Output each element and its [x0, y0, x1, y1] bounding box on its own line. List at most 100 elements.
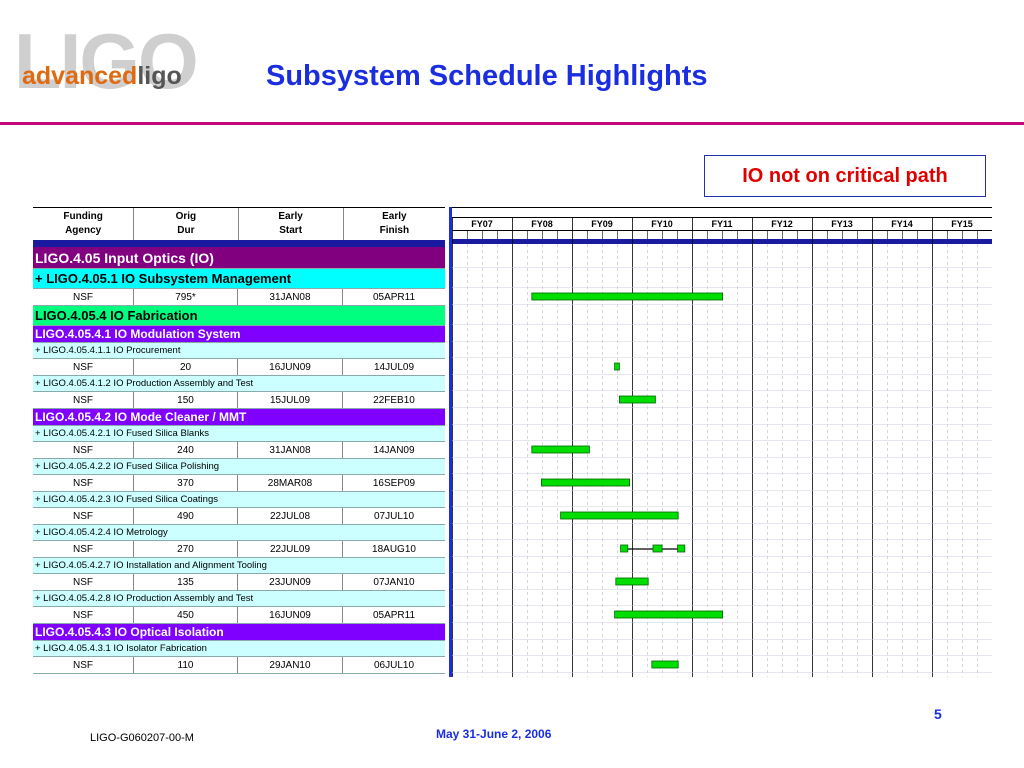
fiscal-year-label: FY15: [951, 219, 973, 229]
header-orig-dur: Orig Dur: [134, 208, 239, 240]
table-row: NSF 240 31JAN08 14JAN09: [33, 442, 445, 459]
funding-agency-cell: NSF: [33, 657, 134, 673]
table-row: NSF 135 23JUN09 07JAN10: [33, 574, 445, 591]
activity-row: + LIGO.4.05.4.2.4 IO Metrology: [33, 525, 445, 541]
wbs-section-row: LIGO.4.05.4.1 IO Modulation System: [33, 326, 445, 343]
table-row: NSF 150 15JUL09 22FEB10: [33, 392, 445, 409]
task-bar: [620, 544, 629, 553]
early-start-cell: 16JUN09: [238, 607, 343, 623]
wbs-section-row: LIGO.4.05.4 IO Fabrication: [33, 306, 445, 326]
activity-row: + LIGO.4.05.4.2.7 IO Installation and Al…: [33, 558, 445, 574]
task-bar: [618, 395, 656, 404]
table-row: NSF 370 28MAR08 16SEP09: [33, 475, 445, 492]
task-bar: [531, 445, 590, 454]
early-finish-cell: 05APR11: [372, 291, 416, 303]
task-bar: [651, 660, 679, 669]
header-start-label: Start: [279, 225, 303, 236]
early-finish-cell: 18AUG10: [372, 543, 416, 555]
gantt-header-stripe: [452, 239, 992, 244]
orig-dur-cell: 270: [134, 541, 238, 557]
orig-dur-cell: 370: [134, 475, 238, 491]
header-funding-label: Funding: [63, 211, 103, 222]
orig-dur-cell: 450: [134, 607, 238, 623]
early-finish-cell: 06JUL10: [373, 659, 415, 671]
early-finish-cell: 07JAN10: [373, 576, 415, 588]
slide-title: Subsystem Schedule Highlights: [266, 60, 708, 92]
fiscal-year-label: FY11: [711, 219, 732, 229]
activity-row: + LIGO.4.05.4.2.2 IO Fused Silica Polish…: [33, 459, 445, 475]
early-start-cell: 22JUL09: [238, 541, 343, 557]
orig-dur-cell: 135: [134, 574, 238, 590]
header-divider: [0, 122, 1024, 125]
ligo-logo-background: LIGO: [14, 17, 199, 105]
funding-agency-cell: NSF: [33, 359, 134, 375]
early-start-cell: 31JAN08: [238, 442, 343, 458]
funding-agency-cell: NSF: [33, 392, 134, 408]
meeting-date: May 31-June 2, 2006: [436, 727, 552, 741]
header-dur-label: Dur: [177, 225, 195, 236]
early-finish-cell: 16SEP09: [372, 477, 416, 489]
funding-agency-cell: NSF: [33, 574, 134, 590]
gantt-chart: FY07 FY08 FY09 FY10 FY11 FY12 FY13 FY14 FY15: [449, 207, 992, 677]
early-finish-cell: 07JUL10: [373, 510, 415, 522]
table-row: NSF 450 16JUN09 05APR11: [33, 607, 445, 624]
wbs-section-row: LIGO.4.05 Input Optics (IO): [33, 247, 445, 269]
wbs-section-row: LIGO.4.05.4.3 IO Optical Isolation: [33, 624, 445, 641]
orig-dur-cell: 110: [134, 657, 238, 673]
orig-dur-cell: 795*: [134, 289, 238, 305]
critical-path-callout: IO not on critical path: [704, 155, 986, 197]
header-orig-label: Orig: [175, 211, 197, 222]
funding-agency-cell: NSF: [33, 442, 134, 458]
early-start-cell: 31JAN08: [238, 289, 343, 305]
early-finish-cell: 05APR11: [372, 609, 416, 621]
table-header-row: Funding Agency Orig Dur Early Start Early Fi…: [33, 207, 445, 242]
gantt-svg: FY07 FY08 FY09 FY10 FY11 FY12 FY13 FY14 FY15: [452, 207, 992, 677]
logo-advanced-text: advanced: [22, 62, 138, 90]
task-bar: [614, 362, 620, 371]
table-row: NSF 20 16JUN09 14JUL09: [33, 359, 445, 376]
page-number: 5: [934, 706, 942, 722]
table-row: NSF 110 29JAN10 06JUL10: [33, 657, 445, 674]
fiscal-year-label: FY14: [891, 219, 913, 229]
schedule-table: Funding Agency Orig Dur Early Start Early Fi…: [33, 207, 445, 674]
document-id: LIGO-G060207-00-M: [90, 732, 194, 744]
table-body: LIGO.4.05 Input Optics (IO) + LIGO.4.05.1…: [33, 247, 445, 674]
orig-dur-cell: 490: [134, 508, 238, 524]
task-bar: [541, 478, 630, 487]
task-bar: [560, 511, 679, 520]
fiscal-year-label: FY09: [591, 219, 613, 229]
funding-agency-cell: NSF: [33, 289, 134, 305]
activity-row: + LIGO.4.05.4.1.1 IO Procurement: [33, 343, 445, 359]
header-early-finish: Early Finish: [344, 208, 445, 240]
orig-dur-cell: 20: [134, 359, 238, 375]
task-bar: [677, 544, 686, 553]
early-start-cell: 15JUL09: [238, 392, 343, 408]
activity-row: + LIGO.4.05.4.1.2 IO Production Assembly…: [33, 376, 445, 392]
header-funding-agency: Funding Agency: [33, 208, 135, 240]
funding-agency-cell: NSF: [33, 541, 134, 557]
header-stripe: [33, 242, 445, 247]
header-early-label: Early: [278, 211, 303, 222]
header-finish-label: Finish: [379, 225, 410, 236]
task-bar: [652, 544, 663, 553]
fiscal-year-label: FY10: [651, 219, 673, 229]
early-start-cell: 23JUN09: [238, 574, 343, 590]
task-bar: [614, 610, 724, 619]
early-start-cell: 22JUL08: [238, 508, 343, 524]
wbs-section-row: LIGO.4.05.4.2 IO Mode Cleaner / MMT: [33, 409, 445, 426]
task-bar: [531, 292, 724, 301]
early-start-cell: 28MAR08: [238, 475, 343, 491]
fiscal-year-label: FY08: [531, 219, 553, 229]
activity-row: + LIGO.4.05.4.2.3 IO Fused Silica Coatin…: [33, 492, 445, 508]
activity-row: + LIGO.4.05.4.2.1 IO Fused Silica Blanks: [33, 426, 445, 442]
orig-dur-cell: 240: [134, 442, 238, 458]
task-bar: [615, 577, 649, 586]
header-agency-label: Agency: [65, 225, 102, 236]
wbs-section-row: + LIGO.4.05.1 IO Subsystem Management: [33, 269, 445, 289]
funding-agency-cell: NSF: [33, 607, 134, 623]
funding-agency-cell: NSF: [33, 508, 134, 524]
fiscal-year-label: FY13: [831, 219, 853, 229]
activity-row: + LIGO.4.05.4.3.1 IO Isolator Fabricatio…: [33, 641, 445, 657]
early-start-cell: 16JUN09: [238, 359, 343, 375]
early-finish-cell: 14JUL09: [373, 361, 415, 373]
